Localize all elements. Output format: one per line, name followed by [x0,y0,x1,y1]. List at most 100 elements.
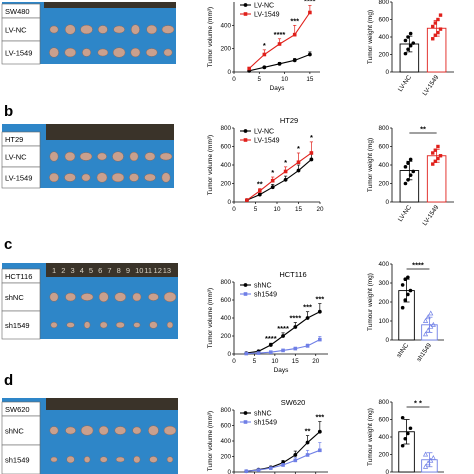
tumor-specimen [49,25,59,34]
tumor-specimen [64,151,76,162]
data-point [406,292,410,297]
data-point [305,440,310,445]
data-point [245,198,249,202]
data-point [268,466,273,470]
data-point [425,327,431,333]
data-point [406,47,410,52]
data-point [438,13,443,17]
tumor-specimen [49,172,59,183]
tumor-specimen [148,293,159,301]
tumor-specimen [132,292,142,302]
x-tick-label: 20 [312,358,320,365]
tumor-specimen [49,47,59,58]
data-point [428,457,434,463]
group-label: sh1549 [5,455,30,464]
data-point [307,52,312,57]
y-tick-label: 800 [220,125,231,132]
data-point [406,431,410,436]
category-label: sh1549 [415,342,433,363]
tumor-specimen [65,426,76,435]
y-axis-label: Tumour weight (mg) [367,273,374,331]
y-axis-label: Tumour weight (mg) [367,408,374,466]
category-label: LV-NC [397,204,413,223]
data-point [406,161,410,165]
tumor-specimen [113,25,125,34]
y-tick-label: 0 [385,469,389,474]
data-point [431,37,435,41]
tumor-specimen [97,25,108,34]
significance-marker: *** [303,303,312,312]
data-point [308,10,312,15]
legend-label: sh1549 [254,291,277,298]
y-tick-label: 0 [227,469,231,474]
ruler-strip [46,263,178,277]
significance-marker: *** [315,413,324,422]
y-tick-label: 200 [220,454,231,461]
data-point [433,33,438,37]
tumor-specimen [50,321,58,329]
data-point [244,469,249,474]
data-point [283,169,288,174]
tumor-specimen [146,24,158,35]
legend-marker [243,292,248,296]
tumor-specimen [80,24,93,35]
y-tick-label: 600 [220,423,231,430]
x-tick-label: 0 [232,358,236,365]
data-point [317,309,322,314]
y-tick-label: 400 [378,261,389,268]
data-point [433,148,438,152]
data-point [422,331,429,337]
y-axis-label: Tumor volume (mm³) [207,7,214,67]
group-label: shNC [5,426,24,435]
y-tick-label: 400 [220,162,231,169]
tumor-specimen [49,426,59,435]
tumor-specimen [98,425,109,436]
data-point [262,52,267,57]
significance-marker: ** [420,125,426,134]
x-tick-label: 15 [295,206,303,213]
data-point [281,334,285,338]
tumor-specimen [133,455,141,464]
data-point [436,17,440,22]
tumor-specimen [80,425,94,436]
data-point [305,344,310,348]
data-point [433,159,438,163]
series-line-0 [246,159,312,201]
group-label: LV-NC [5,152,27,161]
legend-label: LV-NC [254,2,274,9]
legend-marker [243,129,248,133]
significance-marker: *** [290,16,299,25]
data-point [425,460,431,466]
y-axis-label: Tumor volume (mm³) [207,288,214,348]
x-tick-label: 5 [258,76,262,83]
y-axis-label: Tumor weight (mg) [367,138,374,192]
y-tick-label: 200 [378,452,389,459]
tumor-specimen [112,151,124,162]
data-point [430,321,436,327]
ruler-number: 13 [163,266,171,275]
y-tick-label: 200 [220,333,231,340]
data-point [244,351,249,356]
data-point [436,30,440,35]
tumor-specimen [83,321,91,329]
data-point [318,448,322,453]
data-point [293,453,298,457]
data-point [400,305,405,310]
legend-label: LV-1549 [254,11,280,18]
ruler-number: 12 [154,266,162,275]
tumor-specimen [115,456,125,463]
significance-marker: * * [414,399,422,408]
legend-marker [243,12,248,16]
data-point [318,337,322,342]
tumor-specimen [66,455,75,464]
data-point [431,151,435,155]
data-point [403,165,408,169]
data-point [403,436,408,441]
data-point [431,162,435,166]
data-point [293,458,298,463]
y-tick-label: 800 [220,407,231,414]
legend-label: shNC [254,282,272,289]
y-axis-label: Tumor volume (mm³) [207,411,214,471]
